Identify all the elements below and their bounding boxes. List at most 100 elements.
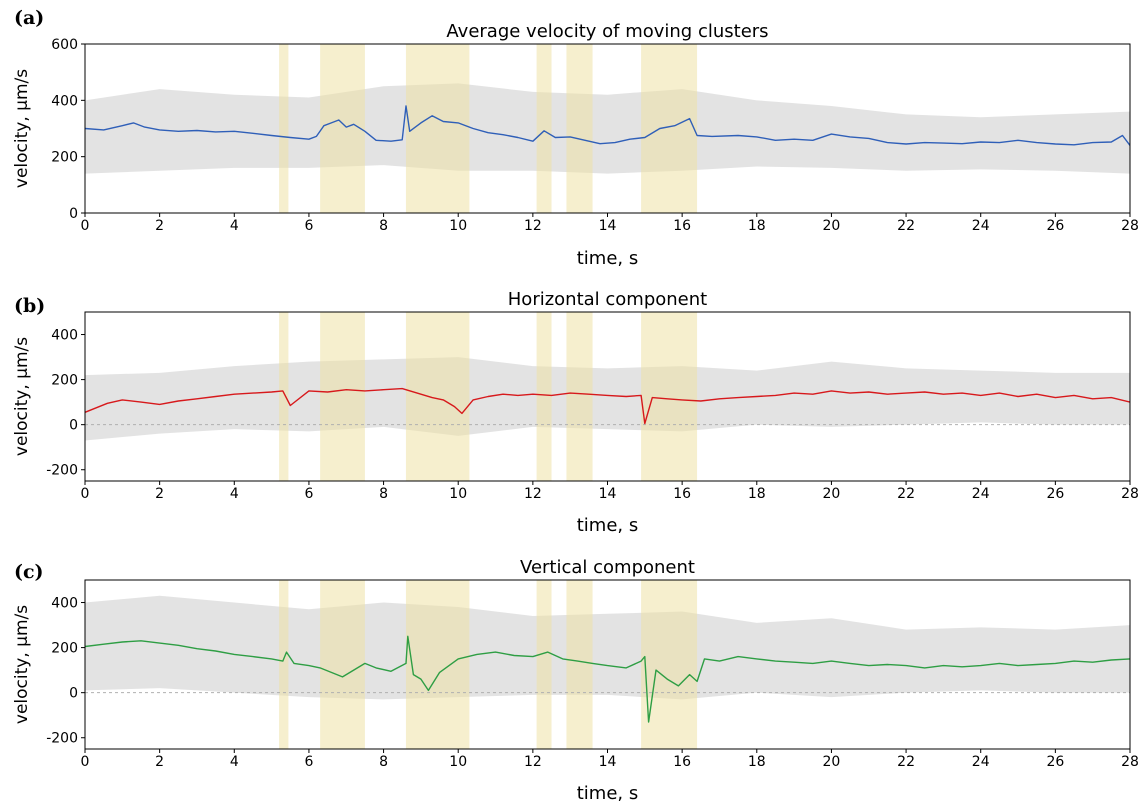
panel-label: (c) — [14, 561, 44, 583]
x-tick-label: 0 — [81, 754, 90, 770]
series-line — [85, 387, 1130, 425]
x-tick-label: 26 — [1046, 218, 1064, 234]
chart-title: Vertical component — [520, 557, 695, 578]
x-tick-label: 10 — [449, 486, 467, 502]
plot-area — [85, 44, 1130, 213]
x-tick-label: 6 — [304, 754, 313, 770]
chart-title: Average velocity of moving clusters — [446, 21, 768, 42]
x-tick-label: 14 — [599, 486, 617, 502]
highlight-interval — [320, 580, 365, 749]
y-tick-label: 0 — [69, 206, 78, 222]
highlight-interval — [279, 312, 289, 481]
highlight-interval — [320, 44, 365, 213]
plot-area — [85, 580, 1130, 749]
x-axis-label: time, s — [577, 783, 639, 803]
panel-label: (b) — [14, 295, 45, 317]
panel-c: 0 2 4 6 8 10 12 14 16 18 20 22 24 26 28-2000200400Vert… — [12, 557, 1139, 803]
x-tick-label: 2 — [155, 754, 164, 770]
y-tick-label: 0 — [69, 418, 78, 434]
x-tick-label: 8 — [379, 218, 388, 234]
highlight-interval — [405, 580, 470, 749]
x-tick-label: 26 — [1046, 486, 1064, 502]
spread-band — [85, 357, 1130, 441]
x-tick-label: 12 — [524, 754, 542, 770]
y-tick-label: 400 — [51, 328, 78, 344]
highlight-interval — [536, 312, 552, 481]
x-tick-label: 10 — [449, 218, 467, 234]
x-tick-label: 18 — [748, 218, 766, 234]
panel-a: 0 2 4 6 8 10 12 14 16 18 20 22 24 26 280200400600Avera… — [12, 7, 1139, 269]
y-tick-label: 0 — [69, 686, 78, 702]
x-tick-label: 16 — [673, 218, 691, 234]
x-tick-label: 8 — [379, 486, 388, 502]
spread-band — [85, 83, 1130, 174]
x-tick-label: 22 — [897, 486, 915, 502]
x-tick-label: 2 — [155, 486, 164, 502]
y-tick-label: -200 — [46, 731, 78, 747]
y-tick-label: 600 — [51, 37, 78, 53]
x-tick-label: 18 — [748, 754, 766, 770]
x-tick-label: 12 — [524, 218, 542, 234]
x-tick-label: 8 — [379, 754, 388, 770]
panel-label: (a) — [14, 7, 44, 29]
x-tick-label: 22 — [897, 754, 915, 770]
panel-b: 0 2 4 6 8 10 12 14 16 18 20 22 24 26 28-2000200400Hori… — [12, 289, 1139, 536]
x-tick-label: 20 — [823, 218, 841, 234]
x-tick-label: 4 — [230, 218, 239, 234]
x-tick-label: 0 — [81, 486, 90, 502]
highlight-interval — [566, 44, 593, 213]
y-axis-label: velocity, μm/s — [12, 605, 32, 724]
series-line — [85, 635, 1130, 723]
x-tick-label: 4 — [230, 754, 239, 770]
y-tick-label: 200 — [51, 150, 78, 166]
y-axis-label: velocity, μm/s — [12, 69, 32, 188]
x-tick-label: 2 — [155, 218, 164, 234]
y-tick-label: -200 — [46, 463, 78, 479]
x-tick-label: 20 — [823, 486, 841, 502]
y-tick-label: 400 — [51, 93, 78, 109]
x-tick-label: 16 — [673, 754, 691, 770]
x-tick-label: 22 — [897, 218, 915, 234]
chart-title: Horizontal component — [508, 289, 707, 310]
y-tick-label: 400 — [51, 596, 78, 612]
x-tick-label: 6 — [304, 486, 313, 502]
x-tick-label: 28 — [1121, 218, 1139, 234]
y-axis-label: velocity, μm/s — [12, 337, 32, 456]
highlight-interval — [536, 44, 552, 213]
x-tick-label: 16 — [673, 486, 691, 502]
x-tick-label: 24 — [972, 486, 990, 502]
highlight-interval — [320, 312, 365, 481]
highlight-interval — [279, 580, 289, 749]
highlight-interval — [641, 312, 698, 481]
x-tick-label: 12 — [524, 486, 542, 502]
x-tick-label: 26 — [1046, 754, 1064, 770]
y-tick-label: 200 — [51, 641, 78, 657]
x-tick-label: 24 — [972, 754, 990, 770]
x-tick-label: 28 — [1121, 754, 1139, 770]
x-tick-label: 28 — [1121, 486, 1139, 502]
highlight-interval — [536, 580, 552, 749]
plot-area — [85, 312, 1130, 481]
x-tick-label: 6 — [304, 218, 313, 234]
x-axis-label: time, s — [577, 515, 639, 536]
x-tick-label: 0 — [81, 218, 90, 234]
highlight-interval — [641, 44, 698, 213]
x-tick-label: 24 — [972, 218, 990, 234]
series-line — [85, 105, 1130, 146]
x-axis-label: time, s — [577, 248, 639, 269]
highlight-interval — [566, 580, 593, 749]
y-tick-label: 200 — [51, 373, 78, 389]
x-tick-label: 14 — [599, 754, 617, 770]
x-tick-label: 18 — [748, 486, 766, 502]
x-tick-label: 10 — [449, 754, 467, 770]
x-tick-label: 14 — [599, 218, 617, 234]
x-tick-label: 20 — [823, 754, 841, 770]
highlight-interval — [566, 312, 593, 481]
x-tick-label: 4 — [230, 486, 239, 502]
highlight-interval — [279, 44, 289, 213]
spread-band — [85, 595, 1130, 700]
highlight-interval — [641, 580, 698, 749]
highlight-interval — [405, 44, 470, 213]
highlight-interval — [405, 312, 470, 481]
